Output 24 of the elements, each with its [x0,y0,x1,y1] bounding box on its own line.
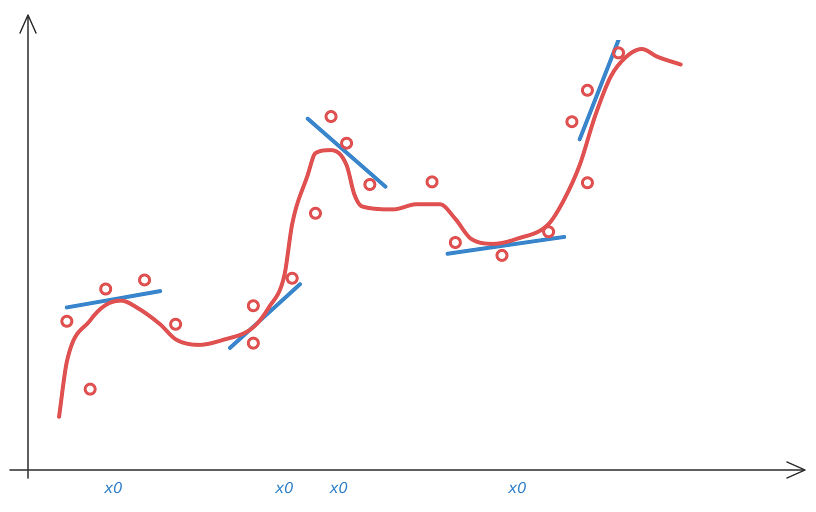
point [363,178,376,191]
point [448,236,462,250]
point [495,248,508,262]
point [286,272,299,285]
point [565,115,578,128]
point [169,318,182,331]
point [340,136,354,150]
point [138,273,152,286]
point [60,314,74,328]
point [542,225,556,238]
point [612,46,626,60]
point [84,382,97,396]
point [246,299,260,312]
x-tick-label: x0 [328,478,348,497]
x-tick-label: x0 [507,478,527,497]
x-tick-label: x0 [274,478,294,497]
point [426,175,439,188]
point [246,336,260,350]
point [99,282,112,296]
point [308,206,322,220]
point [580,84,594,97]
x-tick-label: x0 [103,478,123,497]
point [580,176,594,190]
point [324,110,338,124]
